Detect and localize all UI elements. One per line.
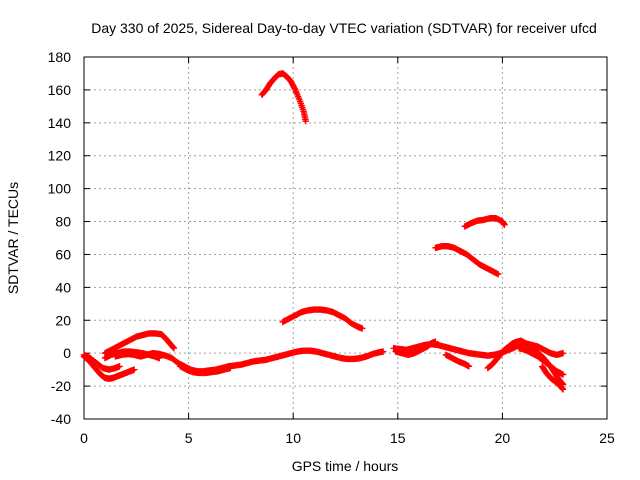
x-tick-label: 25: [599, 430, 615, 446]
data-point: [131, 366, 138, 373]
series-track-e: [112, 347, 387, 375]
data-point: [170, 345, 178, 352]
y-tick-label: 160: [48, 82, 72, 98]
chart-title: Day 330 of 2025, Sidereal Day-to-day VTE…: [91, 20, 597, 36]
y-tick-label: -20: [51, 378, 71, 394]
x-tick-label: 5: [185, 430, 193, 446]
data-point: [359, 325, 366, 332]
series-track-k: [432, 243, 502, 278]
data-point: [170, 344, 177, 351]
y-tick-label: 120: [48, 148, 72, 164]
data-point: [379, 348, 387, 355]
grid: [84, 57, 607, 419]
axis-ticks: 0 5 10 15 20 25 -40 -20 0 20 40 60 80 100 120 140 160 180: [48, 49, 615, 446]
series-track-g: [258, 70, 309, 125]
x-tick-label: 15: [390, 430, 406, 446]
data-point: [559, 349, 567, 357]
data-point: [465, 363, 473, 370]
data-point: [116, 363, 123, 370]
series-track-p: [538, 363, 567, 393]
series-track-a: [80, 353, 138, 382]
y-tick-label: 0: [63, 345, 71, 361]
y-tick-label: 140: [48, 115, 72, 131]
data-point: [559, 371, 567, 378]
series-track-h: [279, 306, 366, 332]
x-axis-label: GPS time / hours: [292, 458, 399, 474]
series-track-o: [515, 345, 567, 378]
series-track-m: [442, 351, 473, 370]
data-point: [432, 338, 439, 345]
data-point: [495, 271, 502, 278]
series-track-f: [177, 363, 234, 377]
series-track-c: [101, 330, 178, 357]
data-point: [559, 386, 567, 393]
data-point: [227, 364, 234, 372]
y-tick-label: 40: [55, 279, 71, 295]
series-track-b: [80, 351, 123, 373]
data-point: [302, 117, 309, 125]
x-tick-label: 10: [285, 430, 301, 446]
series-track-j: [392, 338, 439, 359]
y-tick-label: 180: [48, 49, 72, 65]
y-tick-label: 20: [55, 312, 71, 328]
y-tick-label: 80: [55, 214, 71, 230]
data-point: [291, 85, 298, 92]
y-tick-label: 100: [48, 181, 72, 197]
data-marks: [80, 70, 567, 393]
data-point: [501, 221, 508, 229]
x-tick-label: 0: [80, 430, 88, 446]
series-track-l: [461, 215, 508, 230]
x-tick-label: 20: [495, 430, 511, 446]
y-tick-label: 60: [55, 246, 71, 262]
y-axis-label: SDTVAR / TECUs: [5, 182, 21, 294]
y-tick-label: -40: [51, 411, 71, 427]
data-point: [559, 385, 566, 392]
plot-frame: [83, 56, 608, 420]
